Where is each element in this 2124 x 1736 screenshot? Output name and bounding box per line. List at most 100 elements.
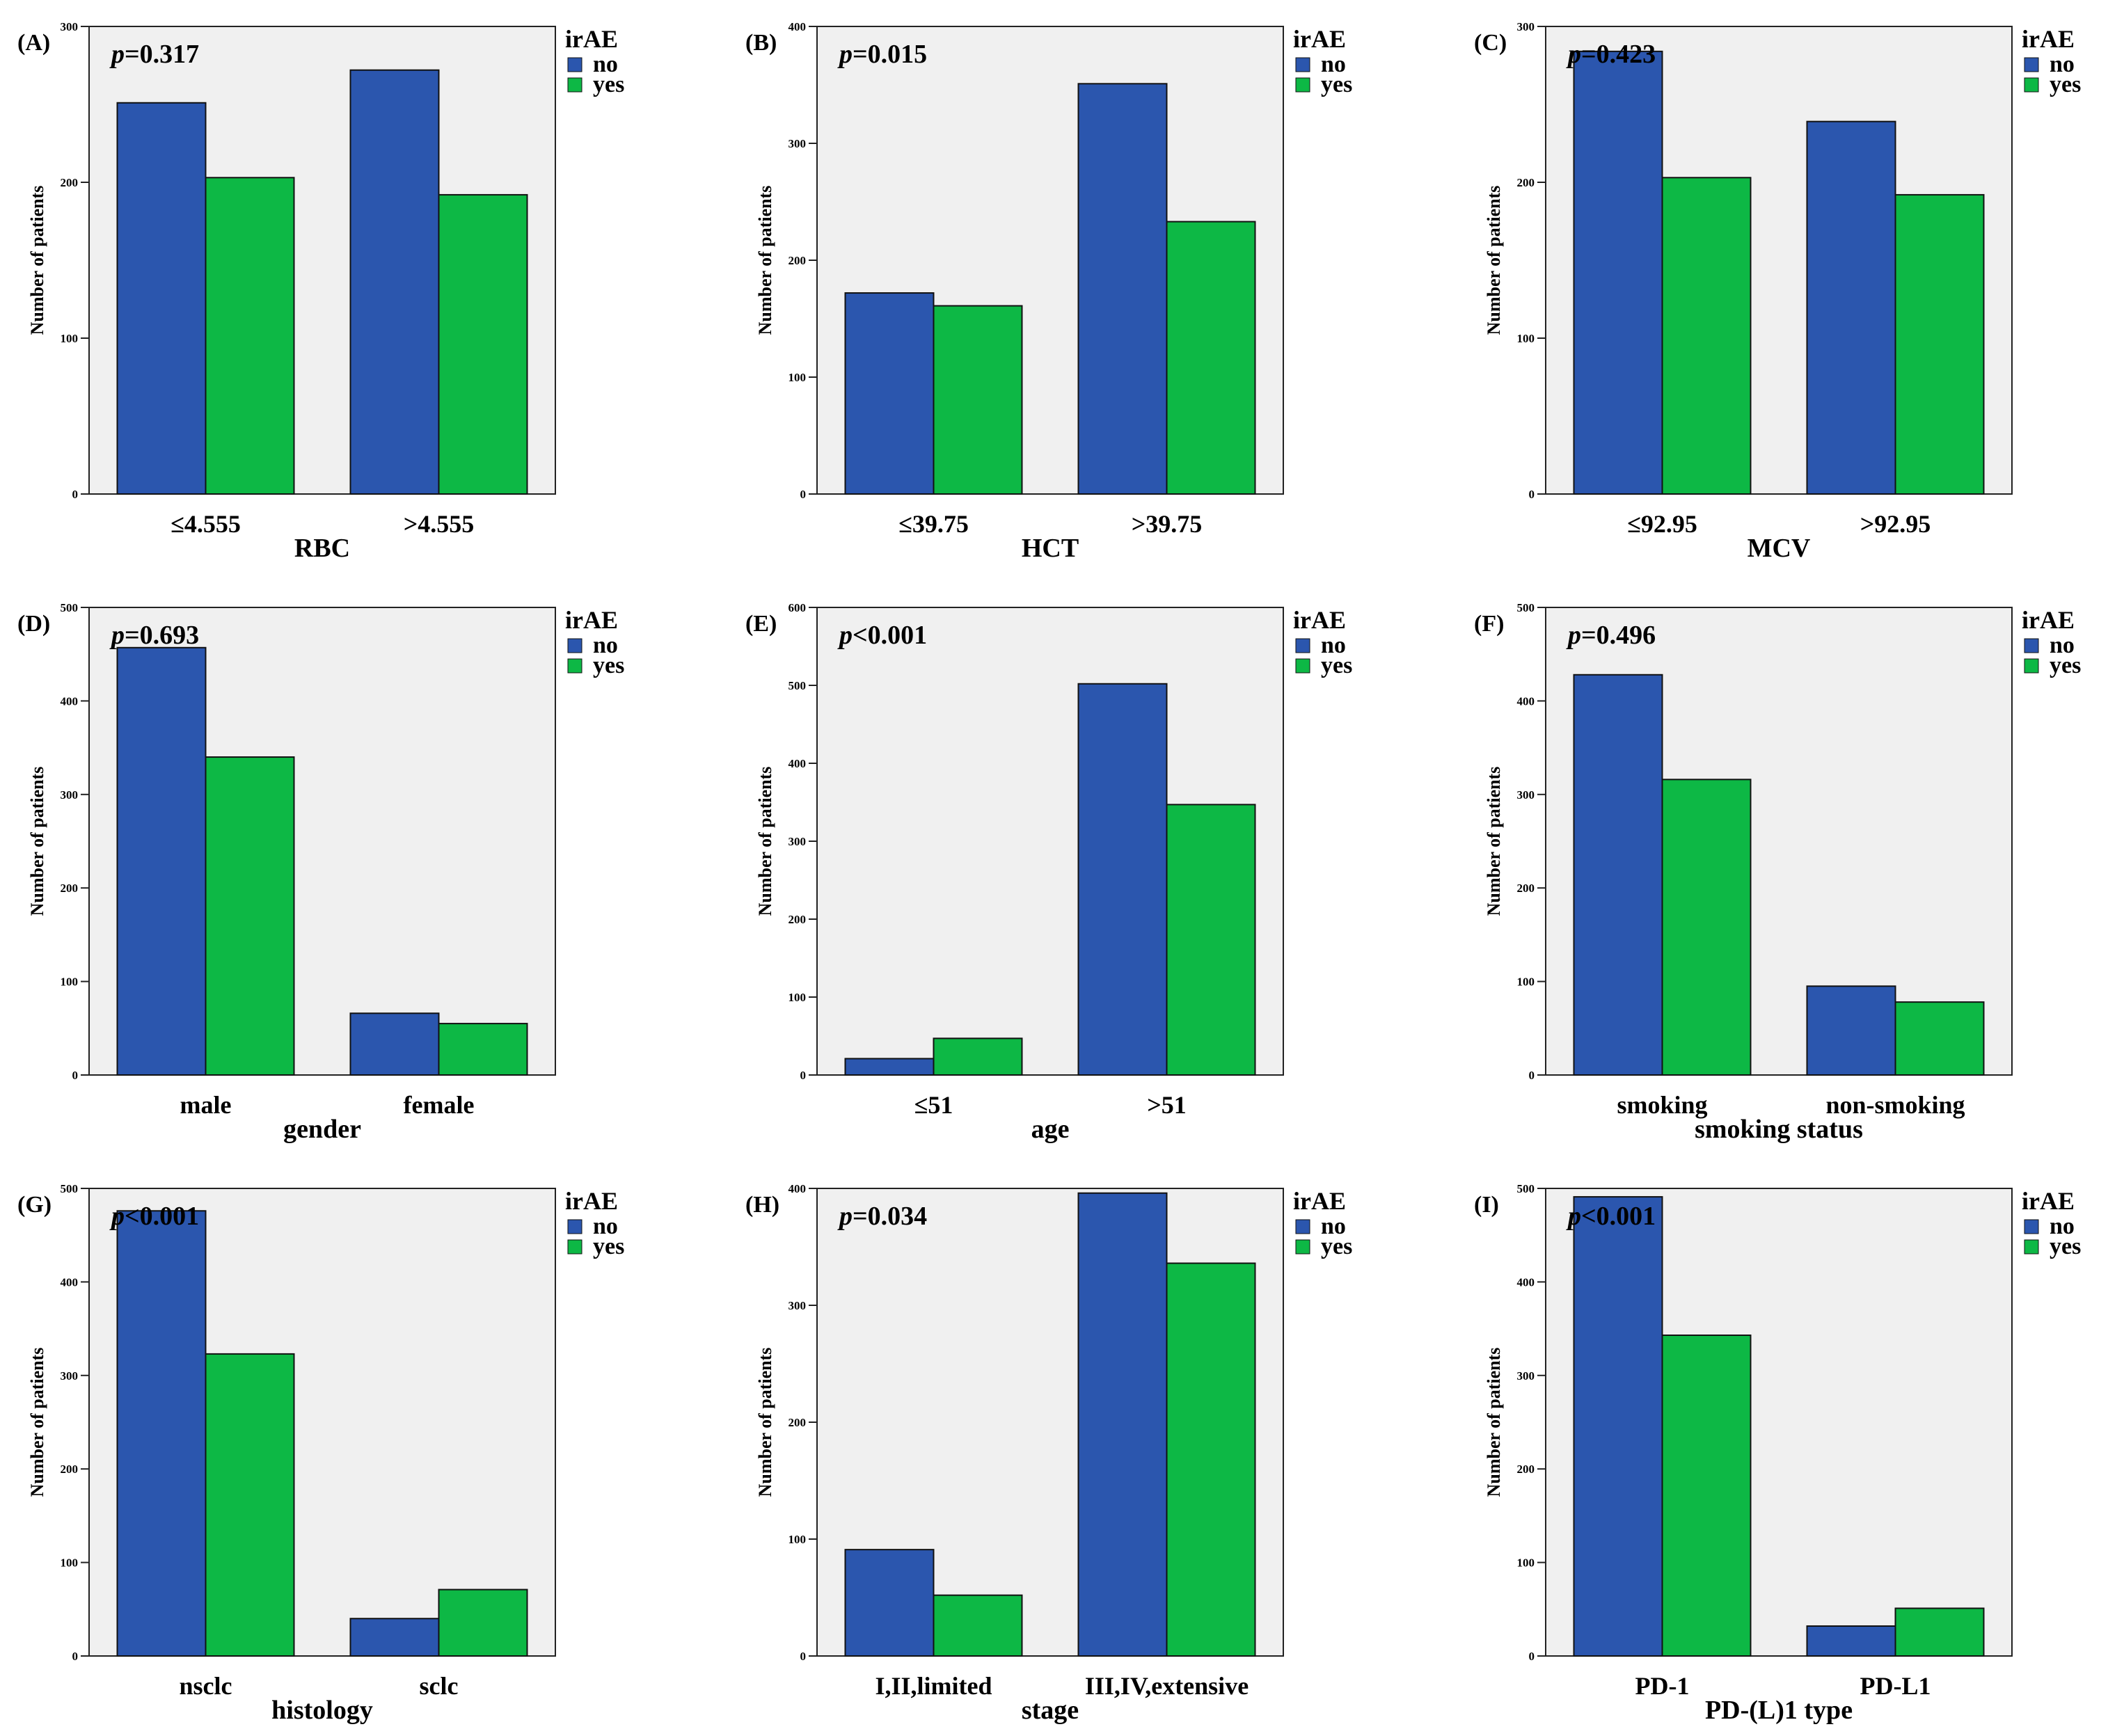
x-tick-label: III,IV,extensive [1085, 1672, 1249, 1700]
y-tick-label: 400 [61, 1275, 79, 1289]
bar-no [844, 1549, 935, 1657]
legend-title: irAE [1293, 25, 1346, 53]
legend-entry-no: no [2050, 632, 2075, 658]
y-tick-label: 100 [1517, 1556, 1535, 1570]
x-axis-label: PD-(L)1 type [1705, 1696, 1853, 1725]
y-tick-label: 200 [61, 882, 79, 895]
bar-yes [1894, 1607, 1985, 1657]
bar-yes [205, 756, 295, 1076]
chart-panel: (C) 0 100 200 300 Number of patients ≤92.95 >92… [1474, 20, 2081, 563]
bar-no [1573, 1196, 1663, 1657]
y-axis-label: Number of patients [1484, 767, 1504, 916]
chart-panel: (A) 0 100 200 300 Number of patients ≤4.555 >4.… [17, 20, 624, 563]
y-tick-label: 400 [61, 694, 79, 708]
chart-panel: (I) 0 100 200 300 400 500 Number of patients PD-… [1474, 1182, 2081, 1725]
y-axis-label: Number of patients [755, 186, 775, 335]
legend-swatch-no [1295, 638, 1310, 653]
legend-entry-yes: yes [593, 1234, 624, 1259]
x-tick-label: ≤39.75 [898, 510, 969, 538]
legend-entry-no: no [1321, 1213, 1346, 1239]
y-tick-label: 0 [72, 488, 79, 501]
x-tick-label: male [180, 1091, 232, 1119]
bar-yes [1894, 1001, 1985, 1076]
legend-swatch-yes [567, 1239, 582, 1255]
x-tick-label: ≤92.95 [1627, 510, 1697, 538]
bar-yes [1166, 221, 1256, 495]
chart-panel: (H) 0 100 200 300 400 Number of patients I,II,l… [745, 1182, 1352, 1725]
legend-entry-yes: yes [593, 72, 624, 97]
x-axis-label: age [1031, 1115, 1070, 1144]
bar-no [349, 1012, 440, 1076]
x-axis-label: gender [283, 1115, 361, 1144]
bar-yes [1894, 193, 1985, 495]
legend-title: irAE [565, 606, 618, 634]
y-tick-label: 300 [788, 835, 807, 848]
legend-swatch-yes [567, 658, 582, 674]
bar-no [1573, 50, 1663, 495]
y-tick-label: 200 [1517, 1463, 1535, 1476]
legend-swatch-no [567, 1219, 582, 1234]
legend-entry-no: no [593, 1213, 618, 1239]
y-tick-label: 200 [61, 1463, 79, 1476]
bar-yes [438, 1023, 528, 1076]
y-tick-label: 200 [1517, 176, 1535, 189]
p-value-annotation: p=0.015 [837, 40, 927, 69]
y-tick-label: 300 [61, 20, 79, 33]
x-tick-label: smoking [1617, 1091, 1707, 1119]
y-axis-label: Number of patients [27, 186, 47, 335]
y-tick-label: 100 [1517, 975, 1535, 989]
bar-yes [1661, 779, 1752, 1076]
legend-swatch-yes [2024, 658, 2039, 674]
y-tick-label: 0 [72, 1069, 79, 1082]
y-tick-label: 500 [788, 679, 807, 692]
legend-swatch-yes [1295, 658, 1310, 674]
x-tick-label: non-smoking [1825, 1091, 1965, 1119]
y-tick-label: 100 [61, 975, 79, 989]
panel-label: (A) [17, 30, 50, 56]
legend-entry-yes: yes [2050, 72, 2081, 97]
x-axis-label: MCV [1747, 534, 1811, 563]
x-tick-label: >4.555 [404, 510, 475, 538]
y-tick-label: 200 [788, 913, 807, 926]
y-tick-label: 300 [61, 788, 79, 802]
y-tick-label: 300 [788, 1299, 807, 1312]
x-axis-label: smoking status [1695, 1115, 1863, 1144]
y-tick-label: 500 [61, 601, 79, 614]
bar-no [1077, 683, 1168, 1076]
bar-yes [933, 1037, 1023, 1076]
legend-title: irAE [2022, 606, 2075, 634]
x-axis-label: stage [1022, 1696, 1079, 1725]
y-tick-label: 200 [1517, 882, 1535, 895]
x-axis-label: HCT [1022, 534, 1079, 563]
y-axis-label: Number of patients [27, 767, 47, 916]
x-tick-label: ≤51 [914, 1091, 953, 1119]
y-tick-label: 100 [61, 1556, 79, 1570]
x-axis-label: histology [271, 1696, 373, 1725]
y-tick-label: 0 [1529, 1650, 1535, 1663]
bar-no [116, 1210, 207, 1657]
legend-entry-no: no [593, 632, 618, 658]
x-tick-label: PD-1 [1635, 1672, 1690, 1700]
bar-yes [438, 193, 528, 495]
bar-yes [933, 1594, 1023, 1657]
x-tick-label: >51 [1147, 1091, 1187, 1119]
bar-yes [933, 305, 1023, 495]
panel-label: (B) [745, 30, 777, 56]
y-tick-label: 300 [1517, 20, 1535, 33]
y-tick-label: 0 [800, 1650, 807, 1663]
legend-entry-yes: yes [1321, 1234, 1352, 1259]
legend-swatch-yes [1295, 1239, 1310, 1255]
p-value-annotation: p<0.001 [837, 621, 927, 650]
bar-yes [205, 177, 295, 495]
bar-no [1077, 83, 1168, 495]
legend-title: irAE [565, 1187, 618, 1215]
y-tick-label: 100 [788, 991, 807, 1004]
panel-label: (I) [1474, 1192, 1499, 1218]
legend-swatch-no [567, 638, 582, 653]
p-value-annotation: p=0.693 [109, 621, 199, 650]
panel-label: (F) [1474, 611, 1504, 637]
legend-swatch-no [2024, 57, 2039, 72]
y-axis-label: Number of patients [1484, 186, 1504, 335]
bar-no [844, 292, 935, 495]
